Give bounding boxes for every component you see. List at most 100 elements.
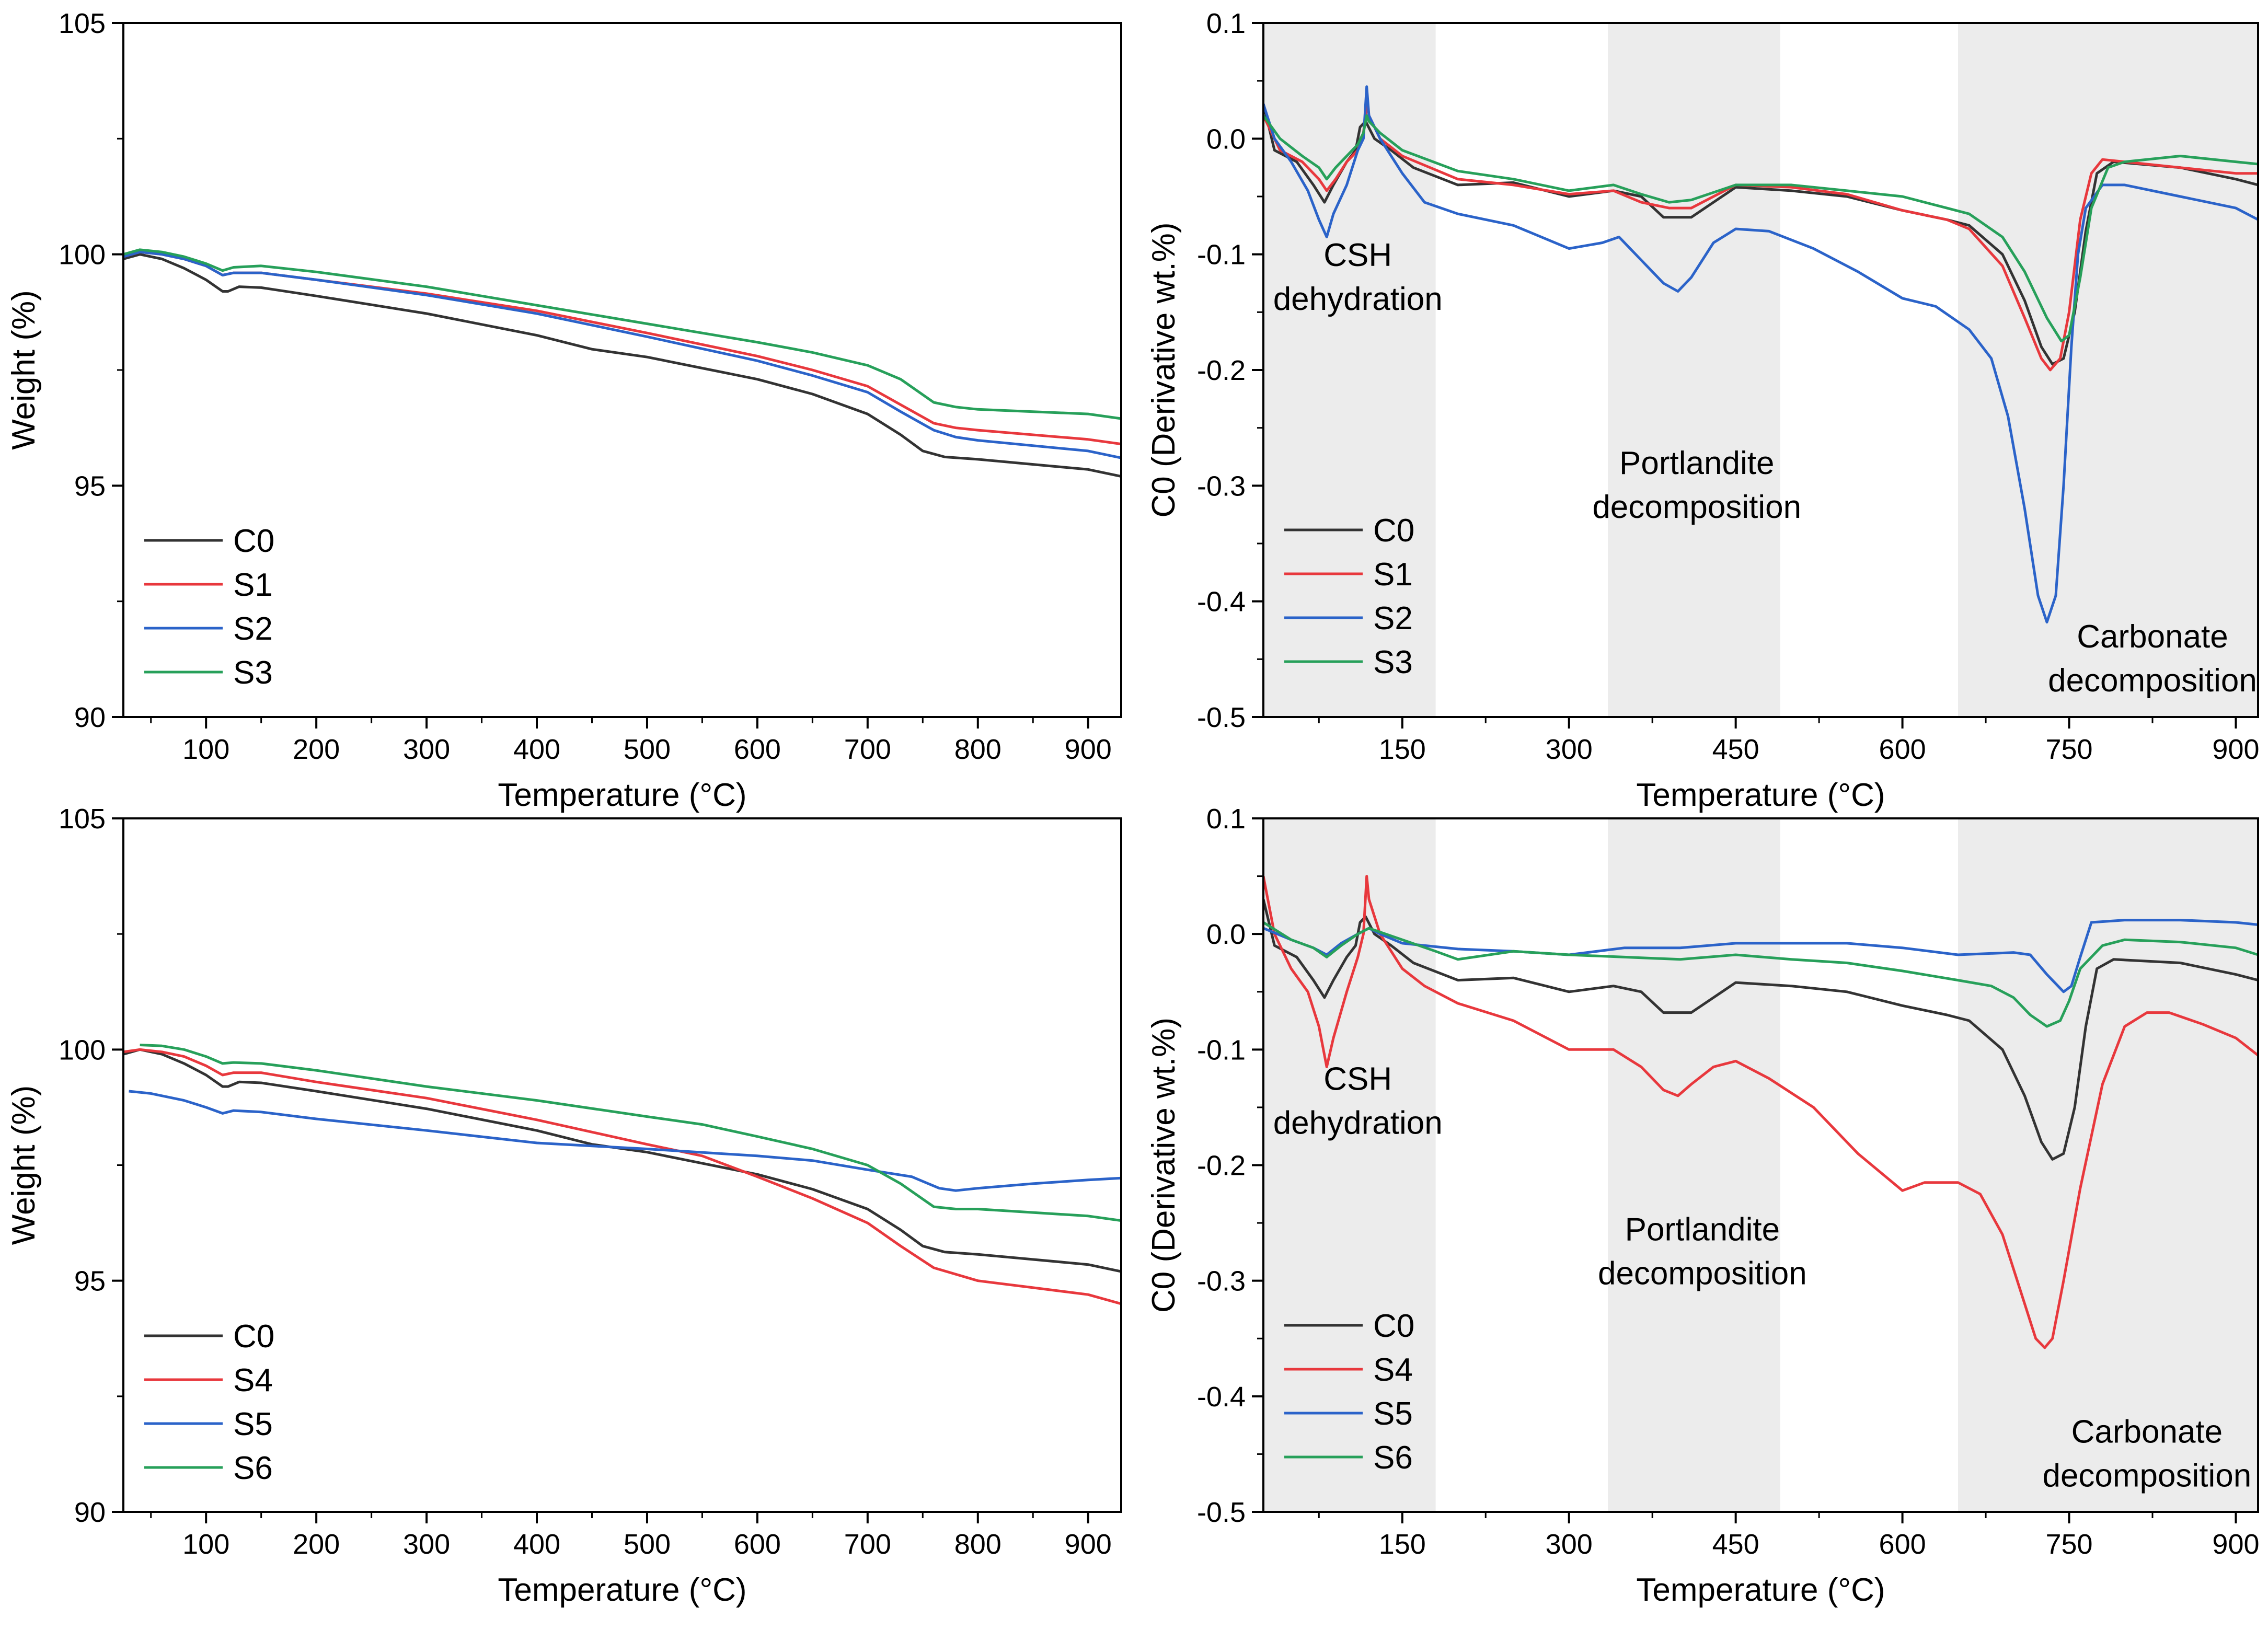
x-tick-label: 150 (1379, 734, 1426, 765)
legend-label-s4: S4 (233, 1362, 273, 1398)
y-axis-title: Weight (%) (6, 290, 42, 450)
y-tick-label: -0.3 (1197, 1266, 1246, 1297)
annotation-text: Portlandite (1625, 1211, 1780, 1247)
y-tick-label: -0.5 (1197, 1497, 1246, 1528)
series-line-c0 (123, 253, 1121, 478)
y-tick-label: -0.2 (1197, 1150, 1246, 1182)
x-tick-label: 600 (734, 1529, 781, 1560)
shaded-region (1958, 818, 2258, 1512)
x-tick-label: 300 (403, 1529, 450, 1560)
y-tick-label: 0.1 (1206, 803, 1246, 835)
y-tick-label: -0.4 (1197, 1381, 1246, 1413)
x-tick-label: 450 (1712, 734, 1759, 765)
y-tick-label: -0.5 (1197, 702, 1246, 733)
y-tick-label: 100 (59, 239, 106, 271)
x-tick-label: 900 (2212, 734, 2259, 765)
x-tick-label: 750 (2045, 734, 2092, 765)
x-axis-title: Temperature (°C) (498, 777, 746, 813)
x-tick-label: 150 (1379, 1529, 1426, 1560)
shaded-region (1958, 23, 2258, 717)
x-tick-label: 300 (403, 734, 450, 765)
legend-label-s6: S6 (233, 1450, 273, 1486)
legend-label-c0: C0 (1373, 513, 1414, 549)
x-tick-label: 600 (734, 734, 781, 765)
series-line-s4 (123, 1048, 1121, 1305)
y-tick-label: 95 (74, 1266, 106, 1297)
x-tick-label: 700 (844, 1529, 891, 1560)
legend-label-s1: S1 (233, 567, 273, 603)
x-tick-label: 300 (1546, 1529, 1593, 1560)
annotation-text: Portlandite (1619, 445, 1774, 481)
x-tick-label: 400 (513, 1529, 560, 1560)
x-tick-label: 500 (624, 734, 671, 765)
series-group (123, 1044, 1121, 1305)
x-tick-label: 450 (1712, 1529, 1759, 1560)
y-tick-label: -0.2 (1197, 355, 1246, 386)
annotation-text: Carbonate (2071, 1414, 2223, 1450)
annotation-text: decomposition (1598, 1255, 1807, 1291)
series-group (123, 248, 1121, 478)
y-tick-label: 95 (74, 470, 106, 502)
series-line-s3 (123, 248, 1121, 420)
legend-label-s2: S2 (233, 611, 273, 647)
annotation-text: decomposition (1592, 489, 1801, 525)
annotation-text: dehydration (1273, 1105, 1443, 1141)
series-group (1263, 85, 2258, 623)
annotation-text: decomposition (2042, 1458, 2251, 1494)
x-axis-title: Temperature (°C) (498, 1572, 746, 1608)
legend-label-c0: C0 (233, 1319, 274, 1355)
y-tick-label: 90 (74, 702, 106, 733)
x-tick-label: 700 (844, 734, 891, 765)
series-line-c0 (1263, 899, 2258, 1161)
series-line-s3 (1263, 114, 2258, 343)
legend: C0 S4 S5 S6 (1284, 1308, 1414, 1476)
y-tick-label: -0.1 (1197, 239, 1246, 271)
y-tick-label: 0.0 (1206, 123, 1246, 155)
annotation-text: CSH (1323, 237, 1392, 273)
legend-label-s5: S5 (233, 1406, 273, 1442)
legend-label-c0: C0 (233, 523, 274, 559)
x-tick-label: 200 (293, 1529, 340, 1560)
annotation-text: decomposition (2048, 663, 2257, 699)
legend: C0 S1 S2 S3 (1284, 513, 1414, 680)
annotation-text: dehydration (1273, 281, 1443, 317)
legend-label-s6: S6 (1373, 1440, 1413, 1476)
y-tick-label: 90 (74, 1497, 106, 1528)
series-line-s6 (140, 1044, 1121, 1222)
y-tick-label: -0.3 (1197, 470, 1246, 502)
x-tick-label: 600 (1879, 734, 1926, 765)
shaded-region (1608, 818, 1780, 1512)
x-tick-label: 600 (1879, 1529, 1926, 1560)
series-line-s6 (1263, 921, 2258, 1028)
tga-chart-bottom: 100 200 300 400 500 600 700 800 900 90 95 100 105 Tem… (6, 803, 1122, 1608)
x-tick-label: 500 (624, 1529, 671, 1560)
x-axis-title: Temperature (°C) (1636, 777, 1885, 813)
legend-label-s1: S1 (1373, 557, 1413, 593)
series-line-s1 (1263, 102, 2258, 372)
legend-label-s4: S4 (1373, 1352, 1413, 1388)
y-tick-label: -0.1 (1197, 1034, 1246, 1066)
tga-chart-top: 100 200 300 400 500 600 700 800 900 90 95 100 105 Tem… (6, 8, 1122, 813)
series-line-s5 (129, 1090, 1121, 1192)
y-tick-label: 105 (59, 8, 106, 39)
shaded-region (1263, 818, 1436, 1512)
x-tick-label: 800 (954, 1529, 1001, 1560)
x-tick-label: 100 (182, 1529, 229, 1560)
legend: C0 S1 S2 S3 (144, 523, 274, 691)
x-tick-label: 900 (1065, 734, 1112, 765)
y-axis-title: C0 (Derivative wt.%) (1146, 223, 1182, 518)
legend-label-c0: C0 (1373, 1308, 1414, 1344)
annotation-text: CSH (1323, 1061, 1392, 1097)
legend-label-s3: S3 (1373, 644, 1413, 680)
shaded-region (1608, 23, 1780, 717)
y-axis-title: C0 (Derivative wt.%) (1146, 1018, 1182, 1313)
series-line-s2 (123, 250, 1121, 459)
y-tick-label: 100 (59, 1034, 106, 1066)
y-tick-label: 0.0 (1206, 919, 1246, 950)
series-line-s4 (1263, 875, 2258, 1349)
series-group (1263, 875, 2258, 1349)
x-tick-label: 800 (954, 734, 1001, 765)
legend: C0 S4 S5 S6 (144, 1319, 274, 1486)
series-line-c0 (123, 1048, 1121, 1273)
